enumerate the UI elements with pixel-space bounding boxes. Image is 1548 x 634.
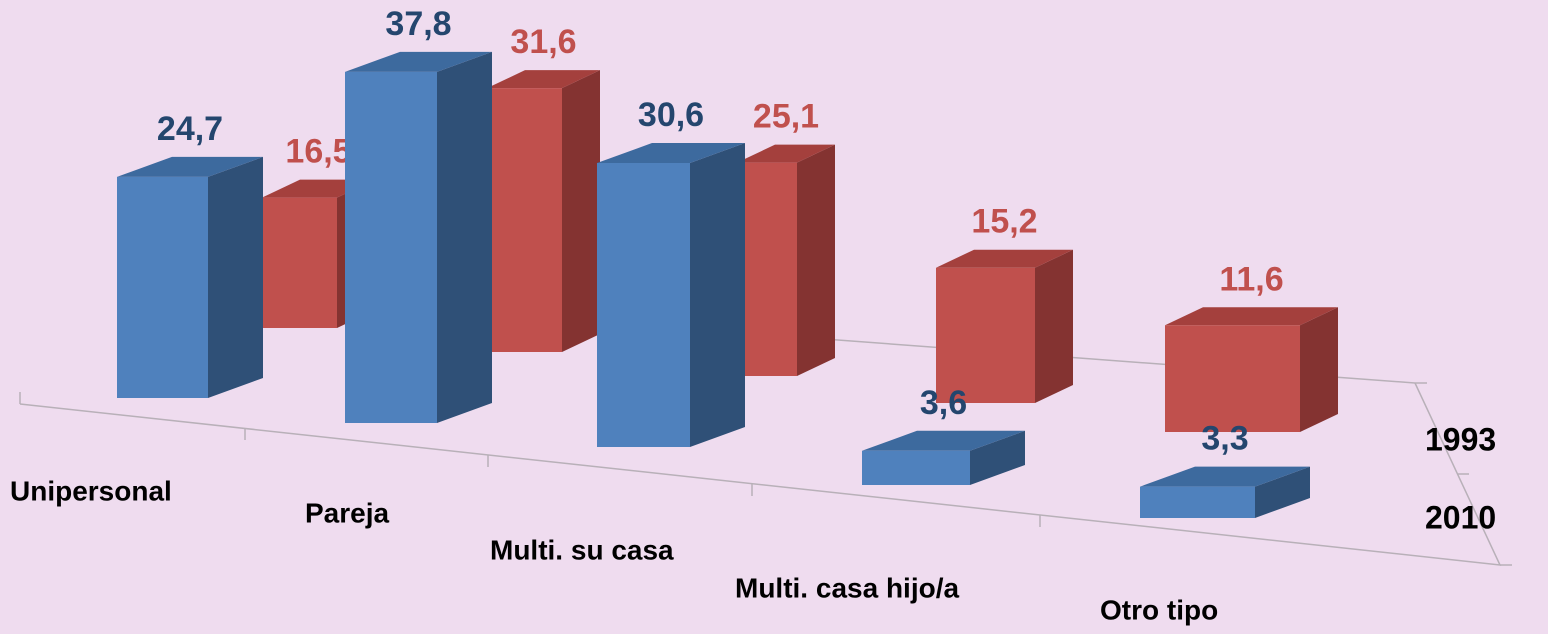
bar bbox=[487, 70, 600, 352]
bar-top bbox=[862, 430, 1025, 451]
value-label: 25,1 bbox=[753, 98, 819, 136]
bar-front bbox=[117, 176, 208, 398]
value-label: 3,6 bbox=[920, 384, 967, 422]
bar-top bbox=[1165, 307, 1338, 326]
bar-side bbox=[690, 143, 745, 448]
bar-side bbox=[1035, 249, 1073, 403]
value-label: 16,5 bbox=[285, 133, 351, 171]
value-label: 30,6 bbox=[638, 96, 704, 134]
bar-side bbox=[970, 430, 1025, 485]
bar bbox=[737, 144, 835, 376]
x-tick-label: Unipersonal bbox=[10, 475, 172, 506]
x-tick-label: Multi. su casa bbox=[490, 534, 674, 565]
bar-side bbox=[1300, 307, 1338, 432]
bar-front bbox=[262, 197, 337, 328]
x-tick-label: Pareja bbox=[305, 497, 389, 528]
value-label: 15,2 bbox=[971, 203, 1037, 241]
bar-front bbox=[1165, 325, 1300, 432]
bar bbox=[1140, 466, 1310, 518]
bar-top bbox=[597, 143, 745, 164]
bar-top bbox=[345, 51, 492, 72]
bar bbox=[345, 51, 492, 423]
value-label: 3,3 bbox=[1201, 420, 1248, 458]
bar bbox=[1165, 307, 1338, 432]
bar-side bbox=[437, 51, 492, 423]
series-label: 1993 bbox=[1425, 421, 1496, 457]
bar-top bbox=[737, 144, 835, 163]
bar-front bbox=[936, 267, 1035, 403]
bar-front bbox=[597, 163, 690, 448]
bar bbox=[597, 143, 745, 448]
series-label: 2010 bbox=[1425, 499, 1496, 535]
bar bbox=[862, 430, 1025, 485]
bar-top bbox=[487, 70, 600, 89]
x-tick-label: Otro tipo bbox=[1100, 594, 1218, 625]
bar-side bbox=[797, 144, 835, 376]
bar bbox=[117, 156, 263, 398]
bar-top bbox=[1140, 466, 1310, 487]
value-label: 24,7 bbox=[157, 110, 223, 148]
bar-top bbox=[117, 156, 263, 177]
bar-side bbox=[208, 156, 263, 398]
bar-side bbox=[1255, 466, 1310, 518]
bar bbox=[936, 249, 1073, 403]
bar-front bbox=[1140, 486, 1255, 518]
value-label: 31,6 bbox=[510, 23, 576, 61]
bar-side bbox=[562, 70, 600, 352]
bar-top bbox=[936, 249, 1073, 268]
x-tick-label: Multi. casa hijo/a bbox=[735, 572, 959, 603]
bar-front bbox=[487, 88, 562, 352]
value-label: 37,8 bbox=[385, 5, 451, 43]
value-label: 11,6 bbox=[1219, 260, 1283, 298]
bar-front bbox=[737, 162, 797, 376]
bar-front bbox=[345, 71, 437, 423]
bar-front bbox=[862, 450, 970, 485]
